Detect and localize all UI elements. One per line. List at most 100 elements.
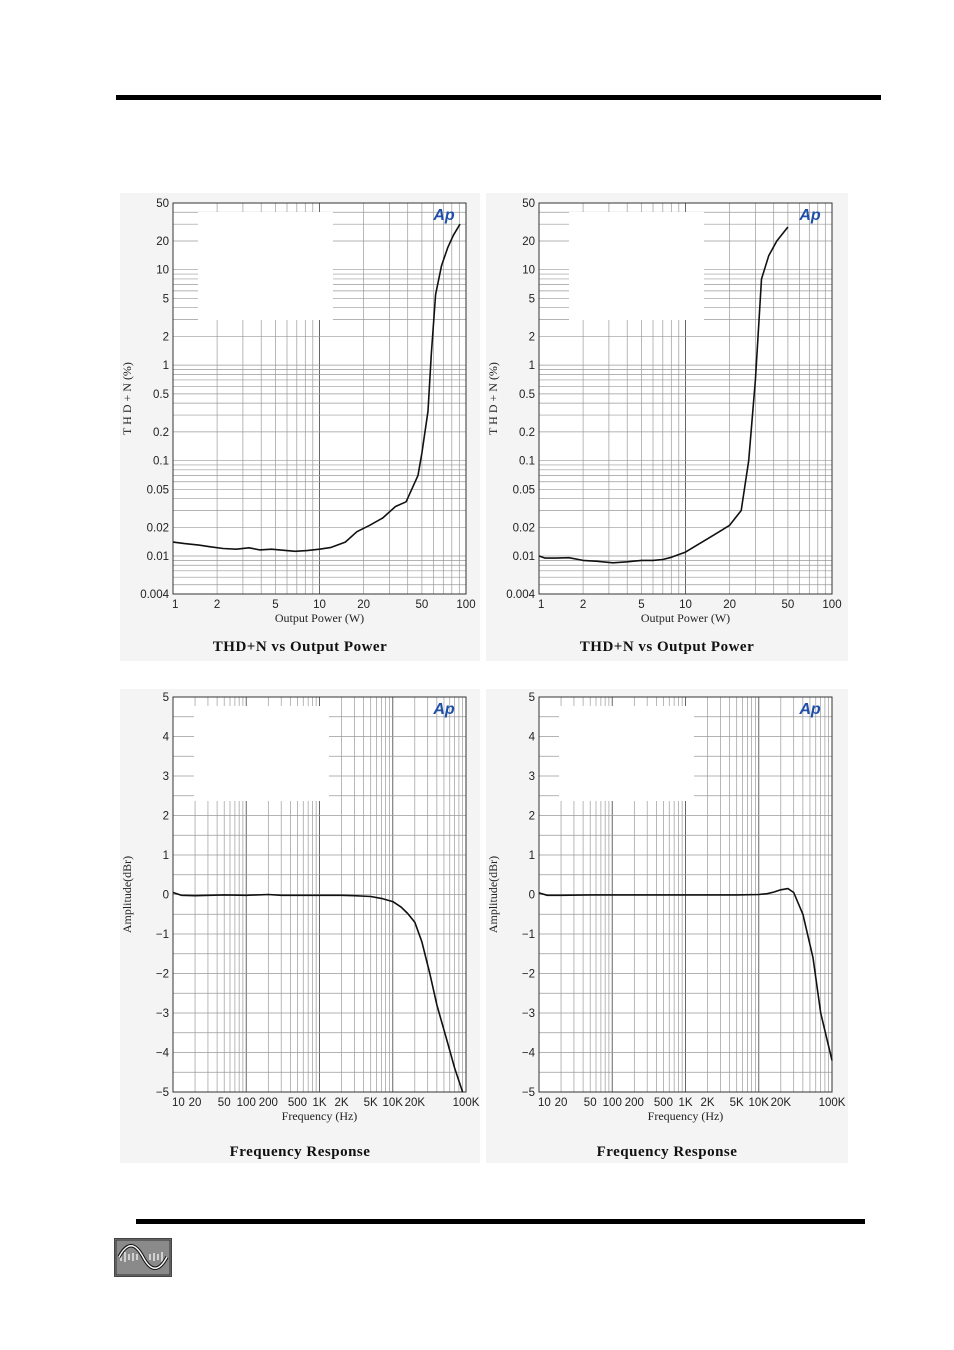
chart-caption: Frequency Response xyxy=(229,1144,371,1160)
y-axis-title: T H D + N (%) xyxy=(120,362,134,435)
x-tick-label: 100 xyxy=(822,599,841,611)
y-tick-label: 0.2 xyxy=(519,427,535,439)
sine-wave-icon xyxy=(115,1239,171,1276)
legend-box xyxy=(569,212,704,320)
x-tick-label: 50 xyxy=(416,599,429,611)
ap-logo: Ap xyxy=(798,207,821,224)
ap-logo: Ap xyxy=(432,207,455,224)
x-tick-label: 20 xyxy=(555,1097,568,1109)
x-tick-label: 20K xyxy=(771,1097,792,1109)
y-tick-label: 2 xyxy=(163,331,169,343)
data-line xyxy=(172,891,464,1093)
x-tick-label: 20 xyxy=(189,1097,202,1109)
y-tick-label: 0.01 xyxy=(513,551,535,563)
y-tick-label: 0.05 xyxy=(513,484,535,496)
company-logo xyxy=(114,1238,172,1277)
y-tick-label: 10 xyxy=(522,265,535,277)
y-tick-label: −3 xyxy=(156,1008,169,1020)
chart-caption: Frequency Response xyxy=(596,1144,738,1160)
y-axis-title: T H D + N (%) xyxy=(486,362,500,435)
x-tick-label: 200 xyxy=(259,1097,278,1109)
plot-frame xyxy=(538,696,833,1093)
thd-vs-power-chart-1: 0.004 0.01 0.02 0.05 0.1 0.2 0.5 1 2 5 10 20 50 1 2 5 10… xyxy=(120,193,480,661)
x-tick-label: 100 xyxy=(237,1097,256,1109)
y-tick-label: 5 xyxy=(163,692,169,704)
y-tick-label: 1 xyxy=(163,360,169,372)
y-tick-label: 0.05 xyxy=(147,484,169,496)
header-rule xyxy=(116,95,881,100)
x-tick-label: 10 xyxy=(679,599,692,611)
x-axis-title: Output Power (W) xyxy=(641,611,730,625)
y-tick-label: 0.02 xyxy=(513,522,535,534)
x-tick-label: 10K xyxy=(383,1097,404,1109)
chart-caption: THD+N vs Output Power xyxy=(212,639,388,655)
x-tick-label: 20 xyxy=(357,599,370,611)
x-axis-title: Frequency (Hz) xyxy=(648,1109,724,1123)
x-tick-label: 5K xyxy=(730,1097,744,1109)
chart-caption: THD+N vs Output Power xyxy=(579,639,755,655)
plot-frame xyxy=(172,696,467,1093)
x-tick-label: 500 xyxy=(288,1097,307,1109)
y-tick-label: 2 xyxy=(529,331,535,343)
x-tick-label: 10K xyxy=(749,1097,770,1109)
y-tick-label: −5 xyxy=(522,1087,535,1099)
plot-frame xyxy=(172,202,467,595)
y-tick-label: 5 xyxy=(163,293,169,305)
x-axis-title: Output Power (W) xyxy=(275,611,364,625)
x-tick-label: 100 xyxy=(603,1097,622,1109)
y-tick-label: −5 xyxy=(156,1087,169,1099)
y-tick-label: 10 xyxy=(156,265,169,277)
y-tick-label: 50 xyxy=(522,198,535,210)
y-axis-title: Amplitude(dBr) xyxy=(120,856,134,933)
frequency-response-chart-1: −5 −4 −3 −2 −1 0 1 2 3 4 5 10 20 50 100 200 500 1K 2K 5K 10K… xyxy=(120,689,480,1163)
x-tick-label: 50 xyxy=(218,1097,231,1109)
x-tick-label: 20K xyxy=(405,1097,426,1109)
x-tick-label: 100K xyxy=(453,1097,480,1109)
data-line xyxy=(538,226,789,564)
x-tick-label: 50 xyxy=(584,1097,597,1109)
x-tick-label: 5K xyxy=(364,1097,378,1109)
y-tick-label: 0.5 xyxy=(519,389,535,401)
x-tick-label: 5 xyxy=(638,599,644,611)
y-tick-label: 0.5 xyxy=(153,389,169,401)
x-tick-label: 10 xyxy=(172,1097,185,1109)
y-tick-label: 0.2 xyxy=(153,427,169,439)
y-tick-label: 0.1 xyxy=(153,456,169,468)
data-line xyxy=(538,887,833,1061)
y-tick-label: 0.01 xyxy=(147,551,169,563)
y-tick-label: −2 xyxy=(156,969,169,981)
x-tick-label: 2K xyxy=(335,1097,349,1109)
legend-box xyxy=(559,706,694,801)
x-tick-label: 50 xyxy=(782,599,795,611)
x-tick-label: 1K xyxy=(312,1097,326,1109)
y-tick-label: 2 xyxy=(529,811,535,823)
y-tick-label: −4 xyxy=(156,1048,170,1060)
y-tick-label: 4 xyxy=(529,732,536,744)
data-line xyxy=(172,223,461,553)
ap-logo: Ap xyxy=(432,701,455,718)
y-tick-label: −1 xyxy=(522,929,535,941)
legend-box xyxy=(194,706,329,801)
x-tick-label: 5 xyxy=(272,599,278,611)
ap-logo: Ap xyxy=(798,701,821,718)
y-tick-label: 0 xyxy=(529,890,535,902)
y-tick-label: 2 xyxy=(163,811,169,823)
x-tick-label: 10 xyxy=(313,599,326,611)
y-tick-label: 5 xyxy=(529,692,535,704)
y-tick-label: 0.004 xyxy=(506,589,535,601)
legend-box xyxy=(198,212,333,320)
thd-vs-power-chart-2: 0.004 0.01 0.02 0.05 0.1 0.2 0.5 1 2 5 10 20 50 1 2 5 10… xyxy=(486,193,848,661)
y-tick-label: 1 xyxy=(163,850,169,862)
x-tick-label: 10 xyxy=(538,1097,551,1109)
x-tick-label: 20 xyxy=(723,599,736,611)
x-tick-label: 1K xyxy=(678,1097,692,1109)
y-axis-title: Amplitude(dBr) xyxy=(486,856,500,933)
frequency-response-chart-2: −5 −4 −3 −2 −1 0 1 2 3 4 5 10 20 50 100 200 500 1K 2K 5K 10K… xyxy=(486,689,848,1163)
x-tick-label: 2 xyxy=(214,599,220,611)
y-tick-label: 5 xyxy=(529,293,535,305)
x-tick-label: 100 xyxy=(456,599,475,611)
y-tick-label: 4 xyxy=(163,732,170,744)
y-tick-label: 20 xyxy=(522,236,535,248)
y-tick-label: 1 xyxy=(529,850,535,862)
x-tick-label: 2 xyxy=(580,599,586,611)
